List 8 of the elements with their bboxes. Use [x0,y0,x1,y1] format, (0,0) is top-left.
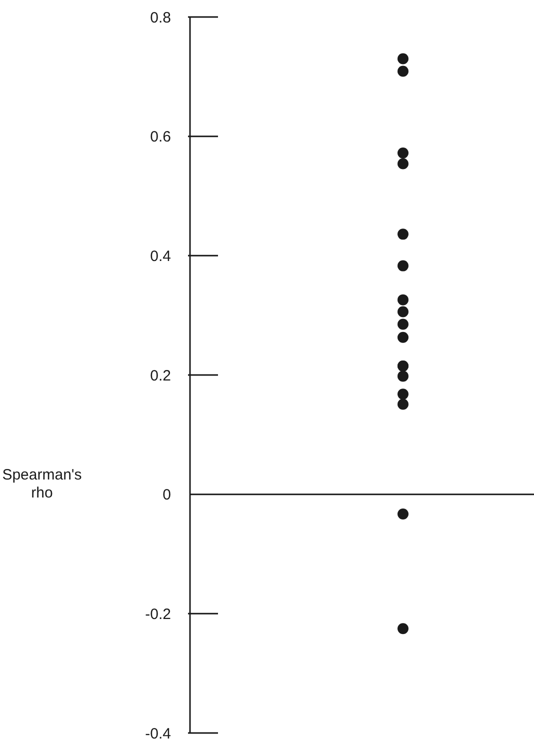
y-tick-label: 0.4 [150,248,171,265]
y-tick-label: 0.2 [150,367,171,384]
y-tick-label: -0.2 [145,606,171,623]
y-tick-label: -0.4 [145,725,171,742]
y-tick-label: 0.8 [150,9,171,26]
y-tick-label: 0 [162,486,171,504]
y-axis-title: Spearman's rho [2,466,82,502]
y-tick-label: 0.6 [150,128,171,146]
